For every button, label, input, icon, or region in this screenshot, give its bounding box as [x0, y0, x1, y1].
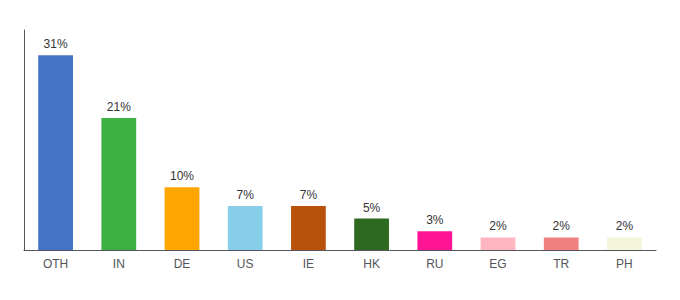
svg-text:2%: 2% — [616, 219, 634, 233]
svg-text:EG: EG — [489, 257, 506, 271]
svg-text:21%: 21% — [107, 100, 131, 114]
svg-text:RU: RU — [426, 257, 443, 271]
svg-text:10%: 10% — [170, 169, 194, 183]
svg-text:OTH: OTH — [43, 257, 68, 271]
svg-text:PH: PH — [616, 257, 633, 271]
svg-text:7%: 7% — [237, 188, 255, 202]
svg-text:2%: 2% — [553, 219, 571, 233]
svg-text:2%: 2% — [489, 219, 507, 233]
svg-text:3%: 3% — [426, 213, 444, 227]
svg-text:HK: HK — [363, 257, 380, 271]
svg-text:US: US — [237, 257, 254, 271]
svg-text:5%: 5% — [363, 201, 381, 215]
svg-text:7%: 7% — [300, 188, 318, 202]
svg-text:IE: IE — [303, 257, 314, 271]
svg-text:TR: TR — [553, 257, 569, 271]
svg-text:31%: 31% — [44, 37, 68, 51]
svg-text:IN: IN — [113, 257, 125, 271]
svg-text:DE: DE — [174, 257, 191, 271]
